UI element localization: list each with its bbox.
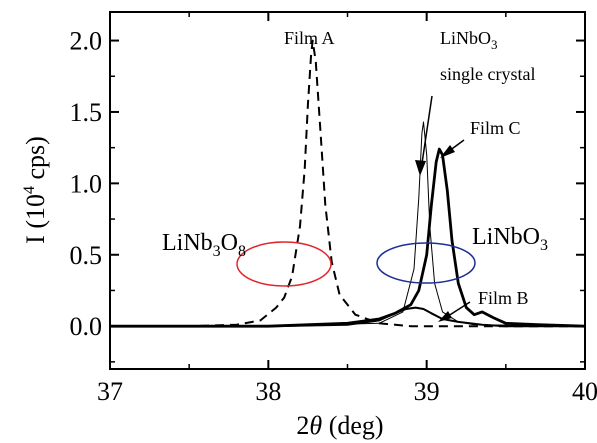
y-tick-label: 2.0 bbox=[70, 27, 103, 56]
series-line-linbo3-single-crystal bbox=[110, 121, 586, 327]
annotation-film-b: Film B bbox=[478, 288, 529, 308]
series-line-film-a bbox=[110, 39, 585, 328]
data-curves bbox=[110, 39, 586, 328]
y-tick-label: 0.0 bbox=[70, 312, 103, 341]
y-axis-label: I (104 cps) bbox=[21, 136, 50, 244]
annotation-film-a: Film A bbox=[284, 28, 335, 48]
arrowhead-film-b bbox=[438, 311, 452, 322]
x-tick-label: 40 bbox=[572, 377, 597, 406]
arrowhead-single-crystal bbox=[415, 160, 426, 176]
annotation-linbo3-single-crystal-formula: LiNbO3 bbox=[440, 28, 498, 52]
axis-ticks bbox=[109, 12, 586, 369]
linbo3-highlight-ellipse bbox=[376, 242, 476, 284]
x-tick-label: 38 bbox=[255, 377, 281, 406]
linb3o8-label: LiNb3O8 bbox=[162, 230, 246, 260]
annotation-single-crystal: single crystal bbox=[440, 64, 535, 84]
x-tick-label: 37 bbox=[97, 377, 123, 406]
axis-tick-labels: 37 38 39 40 0.0 0.5 1.0 1.5 2.0 bbox=[70, 27, 597, 406]
arrowhead-film-c bbox=[440, 145, 455, 158]
arrow-single-crystal bbox=[420, 95, 433, 171]
annotation-film-c: Film C bbox=[470, 118, 521, 138]
y-tick-label: 0.5 bbox=[70, 241, 103, 270]
series-line-film-c bbox=[110, 147, 586, 328]
linbo3-label: LiNbO3 bbox=[472, 224, 548, 254]
y-tick-label: 1.0 bbox=[70, 169, 103, 198]
linb3o8-highlight-ellipse bbox=[236, 241, 332, 287]
y-tick-label: 1.5 bbox=[70, 98, 103, 127]
x-axis-label: 2θ (deg) bbox=[296, 411, 383, 440]
x-tick-label: 39 bbox=[414, 377, 440, 406]
